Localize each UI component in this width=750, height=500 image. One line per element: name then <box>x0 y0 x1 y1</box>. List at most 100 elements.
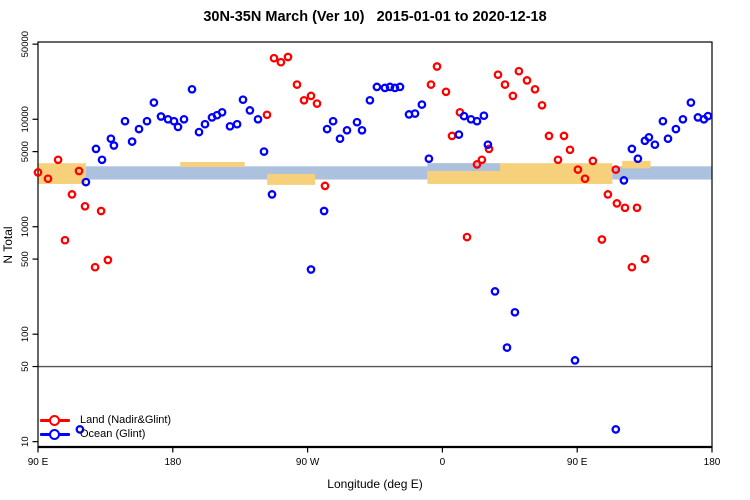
data-point-ocean <box>483 140 493 150</box>
y-tick-label: 500 <box>20 251 31 267</box>
data-point-land <box>611 165 621 174</box>
data-point-land <box>74 166 84 176</box>
data-point-ocean <box>644 132 654 142</box>
data-point-land <box>306 91 316 101</box>
data-point-ocean <box>502 343 512 352</box>
data-point-ocean <box>120 116 130 126</box>
data-point-land <box>537 100 547 110</box>
data-point-ocean <box>424 154 434 164</box>
data-point-ocean <box>225 121 235 131</box>
data-point-land <box>90 262 100 272</box>
data-point-land <box>103 255 113 265</box>
data-point-land <box>603 190 613 199</box>
legend-item-label: Land (Nadir&Glint) <box>80 414 172 426</box>
data-point-land <box>580 174 590 184</box>
data-point-ocean <box>328 116 338 126</box>
data-point-ocean <box>142 116 152 126</box>
data-point-land <box>426 80 436 89</box>
surface-band-segment-land <box>622 160 651 169</box>
data-point-ocean <box>253 114 263 124</box>
data-point-ocean <box>454 130 464 139</box>
x-axis-title: Longitude (deg E) <box>327 477 423 491</box>
data-point-ocean <box>91 144 101 154</box>
surface-band-segment-land <box>180 162 245 167</box>
data-point-land <box>269 53 279 63</box>
data-point-ocean <box>106 134 116 144</box>
data-point-ocean <box>671 124 681 134</box>
data-point-ocean <box>81 177 91 187</box>
data-point-ocean <box>306 265 316 274</box>
data-point-land <box>640 254 650 264</box>
data-point-land <box>632 203 642 213</box>
data-point-ocean <box>472 116 482 126</box>
data-point-ocean <box>703 111 713 121</box>
data-point-ocean <box>459 111 469 121</box>
data-point-land <box>292 80 302 89</box>
data-point-land <box>283 52 293 62</box>
data-point-ocean <box>395 82 405 92</box>
data-point-land <box>33 168 43 177</box>
surface-band-segment-land <box>38 163 86 184</box>
data-point-land <box>588 156 598 166</box>
data-point-land <box>508 91 518 101</box>
data-point-land <box>544 131 554 141</box>
legend-ring <box>49 428 60 440</box>
data-point-ocean <box>633 154 643 164</box>
data-point-ocean <box>342 125 352 135</box>
data-point-ocean <box>127 137 137 146</box>
data-point-ocean <box>232 119 242 129</box>
y-axis-title: N Total <box>1 226 15 264</box>
data-point-ocean <box>194 127 204 137</box>
data-point-ocean <box>570 356 580 365</box>
data-point-land <box>484 144 494 154</box>
x-tick-label: 0 <box>440 457 446 468</box>
data-point-ocean <box>357 125 367 135</box>
data-point-land <box>80 201 90 211</box>
data-point-land <box>53 155 63 165</box>
data-point-land <box>441 87 451 97</box>
data-point-land <box>522 76 532 85</box>
data-point-land <box>276 57 286 67</box>
x-tick-label: 180 <box>164 457 181 468</box>
data-point-ocean <box>686 98 696 107</box>
surface-band-segment-ocean <box>427 163 501 172</box>
data-point-land <box>60 235 70 245</box>
y-tick-label: 5000 <box>20 141 31 162</box>
y-tick-label: 50000 <box>20 31 31 57</box>
data-point-land <box>432 62 442 71</box>
data-point-ocean <box>650 140 660 150</box>
surface-band-segment-ocean <box>85 166 428 180</box>
data-point-land <box>530 84 540 94</box>
data-point-ocean <box>678 114 688 124</box>
data-point-land <box>447 131 457 141</box>
data-point-ocean <box>663 134 673 144</box>
data-point-ocean <box>173 122 183 132</box>
data-point-land <box>67 190 77 199</box>
data-point-ocean <box>187 84 197 94</box>
data-point-ocean <box>200 119 210 129</box>
data-point-ocean <box>238 95 248 105</box>
data-point-ocean <box>134 124 144 134</box>
data-point-land <box>573 165 583 174</box>
data-point-ocean <box>510 307 520 317</box>
surface-band-segment-ocean <box>612 166 712 180</box>
data-point-ocean <box>259 147 269 156</box>
data-point-land <box>312 99 322 108</box>
data-point-land <box>565 145 575 155</box>
data-point-ocean <box>97 155 107 165</box>
data-point-ocean <box>658 116 668 126</box>
y-tick-label: 50 <box>20 361 31 372</box>
data-point-land <box>462 232 472 242</box>
data-point-ocean <box>611 425 621 434</box>
data-point-ocean <box>490 287 500 296</box>
x-tick-label: 90 E <box>28 457 49 468</box>
data-point-ocean <box>627 144 637 154</box>
data-point-ocean <box>322 124 332 134</box>
data-point-land <box>472 160 482 169</box>
data-point-land <box>500 80 510 89</box>
legend-marker-land-icon <box>40 413 70 427</box>
legend-item: Land (Nadir&Glint) <box>40 413 171 427</box>
data-point-land <box>559 131 569 141</box>
data-point-ocean <box>245 106 255 115</box>
